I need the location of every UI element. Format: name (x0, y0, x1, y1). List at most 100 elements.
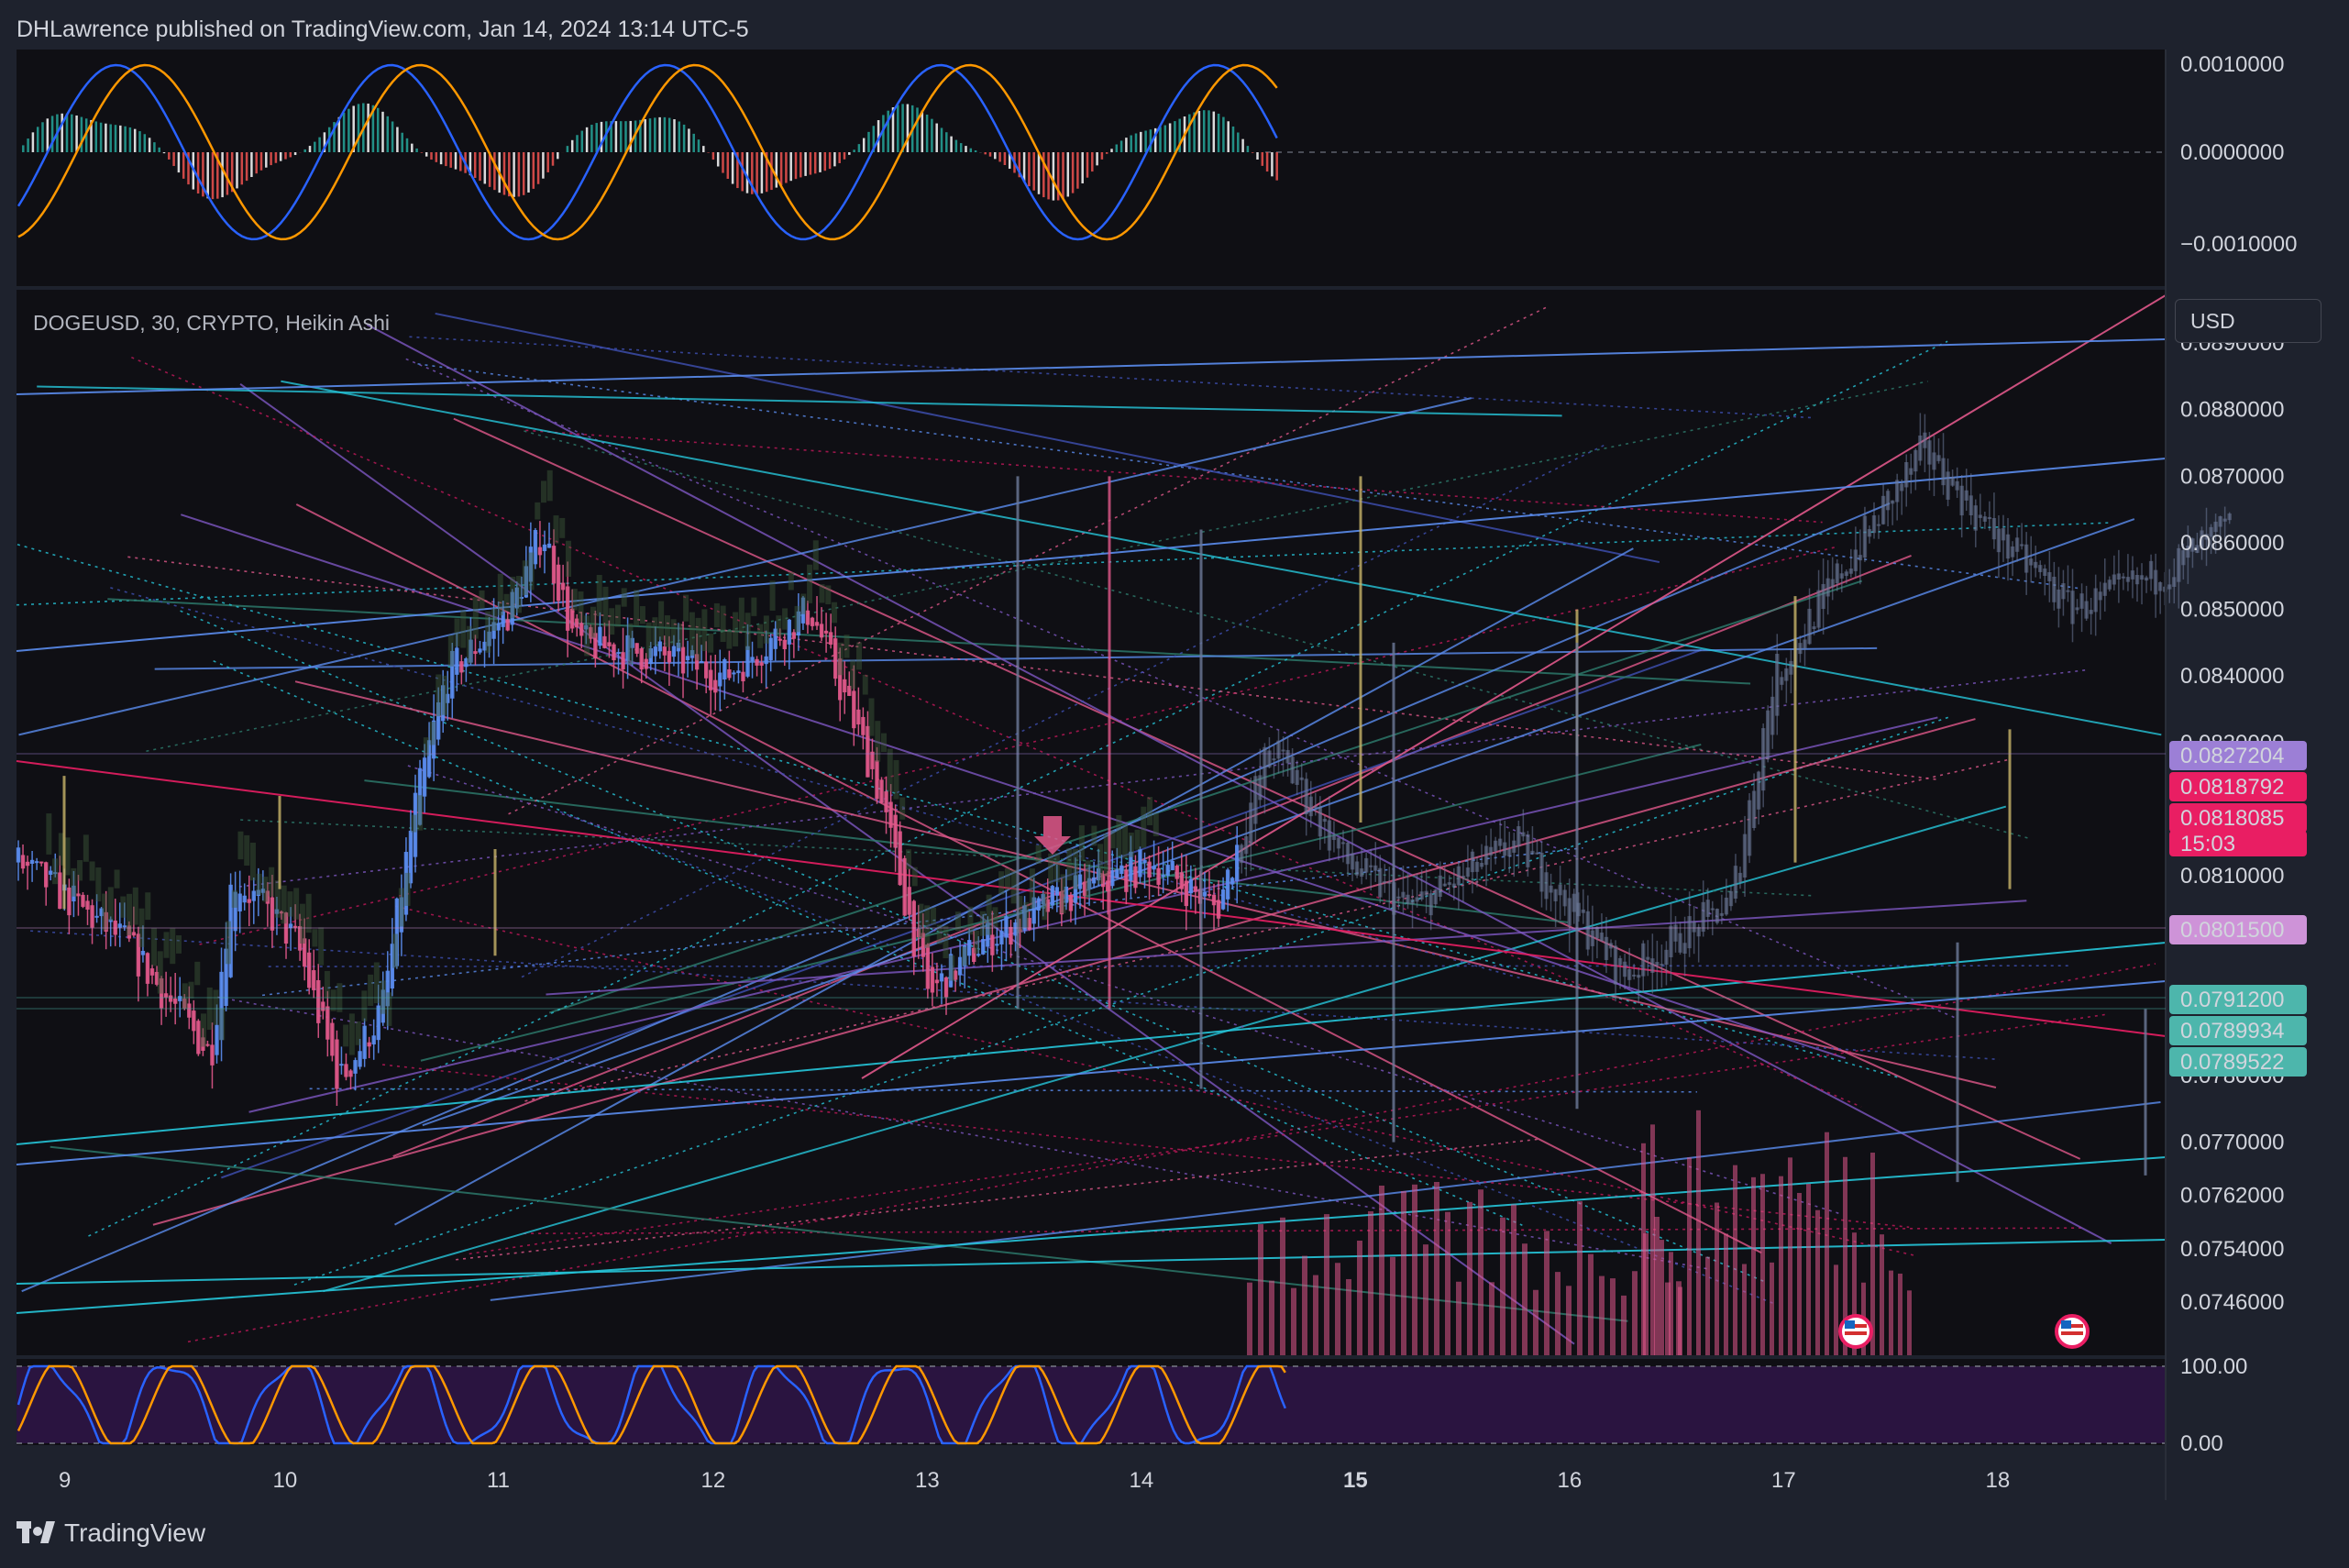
candle-body (431, 720, 436, 759)
shadow-candle (120, 896, 127, 918)
shadow-candle (213, 989, 219, 1025)
shadow-candle (1017, 895, 1023, 933)
price-tick-label: 0.0754000 (2180, 1237, 2284, 1262)
shadow-candle (535, 502, 541, 520)
candle-body (2186, 546, 2190, 558)
volume-bar (1555, 1272, 1560, 1355)
candle-body (72, 885, 76, 902)
candle-body (288, 923, 293, 929)
candle-body (2134, 574, 2140, 585)
candle-body (2014, 537, 2020, 552)
shadow-candle (467, 625, 473, 664)
shadow-candle (1004, 867, 1010, 890)
candle-body (330, 1022, 335, 1056)
candle-body (2213, 521, 2218, 533)
shadow-candle (571, 589, 578, 611)
shadow-candle (812, 540, 819, 570)
candle-body (491, 622, 496, 639)
shadow-candle (807, 564, 813, 603)
shadow-candle (52, 858, 59, 885)
candle-body (403, 852, 409, 915)
candle-body (2047, 572, 2052, 581)
shadow-candle (1134, 829, 1141, 850)
candle-body (1964, 490, 1969, 501)
candle-body (1295, 769, 1299, 785)
candle-body (1211, 894, 1217, 906)
trendline (417, 363, 2081, 590)
candle-body (1724, 897, 1729, 915)
shadow-candle (819, 584, 825, 603)
volume-bar (1669, 1252, 1673, 1355)
shadow-candle (64, 837, 71, 876)
candle-body (2130, 570, 2135, 580)
candle-body (228, 884, 233, 977)
candle-body (1161, 875, 1165, 878)
candle-body (934, 979, 940, 984)
candle-body (866, 725, 870, 778)
candle-body (496, 624, 501, 631)
shadow-candle (460, 610, 467, 648)
shadow-candle (404, 872, 411, 906)
trendline (199, 546, 1839, 945)
candle-body (1249, 802, 1253, 845)
candle-body (709, 669, 713, 690)
candle-body (1535, 852, 1539, 855)
shadow-candle (472, 597, 479, 639)
candle-body (1682, 943, 1687, 955)
candle-body (921, 933, 926, 957)
candle-body (1885, 491, 1891, 511)
volume-bar (1522, 1243, 1527, 1355)
shadow-candle (200, 1013, 206, 1047)
candle-body (653, 646, 658, 657)
candle-body (348, 1070, 353, 1077)
shadow-candle (417, 795, 424, 831)
candle-body (1848, 569, 1854, 574)
candle-body (1637, 975, 1641, 978)
candle-body (1027, 918, 1031, 930)
price-tick-label: 0.0746000 (2180, 1290, 2284, 1315)
candle-body (1383, 880, 1387, 883)
candle-body (1766, 710, 1770, 760)
volume-bar (1324, 1214, 1329, 1355)
candle-body (1359, 868, 1364, 878)
price-tag (2169, 1047, 2307, 1077)
candle-body (380, 989, 385, 1023)
candle-body (639, 648, 644, 670)
shadow-candle (943, 925, 949, 959)
candle-body (1590, 930, 1595, 946)
candle-body (777, 638, 782, 641)
candle-body (634, 643, 639, 654)
candle-body (1281, 749, 1285, 752)
shadow-candle (46, 813, 52, 855)
candle-body (1479, 863, 1484, 867)
shadow-candle (757, 624, 764, 648)
candle-body (408, 830, 414, 884)
volume-bar (1511, 1204, 1516, 1355)
candle-body (819, 624, 824, 638)
trendline (521, 443, 1607, 978)
volume-bar (1390, 1256, 1395, 1355)
volume-bar (1870, 1153, 1875, 1355)
candle-body (233, 891, 237, 932)
tradingview-logo[interactable]: TradingView (17, 1518, 205, 1548)
candle-body (1124, 869, 1129, 892)
shadow-candle (726, 630, 733, 649)
macd-y-axis: 0.0010000 0.0000000 −0.0010000 (2180, 52, 2297, 257)
us-flag-icon[interactable] (2055, 1314, 2090, 1349)
candle-body (755, 658, 759, 666)
shadow-candle (1078, 825, 1085, 861)
candle-body (1110, 870, 1115, 887)
candle-body (2075, 607, 2079, 611)
candle-body (1410, 899, 1415, 904)
currency-button[interactable]: USD (2175, 299, 2321, 343)
candle-body (1401, 891, 1406, 898)
candle-body (1428, 893, 1433, 916)
trendline (239, 382, 1575, 1345)
shadow-candle (540, 480, 546, 503)
trendline (221, 648, 1702, 1179)
trendline (217, 996, 1708, 1270)
trendline (240, 819, 1814, 897)
shadow-candle (1048, 853, 1054, 885)
us-flag-icon[interactable] (1838, 1314, 1873, 1349)
